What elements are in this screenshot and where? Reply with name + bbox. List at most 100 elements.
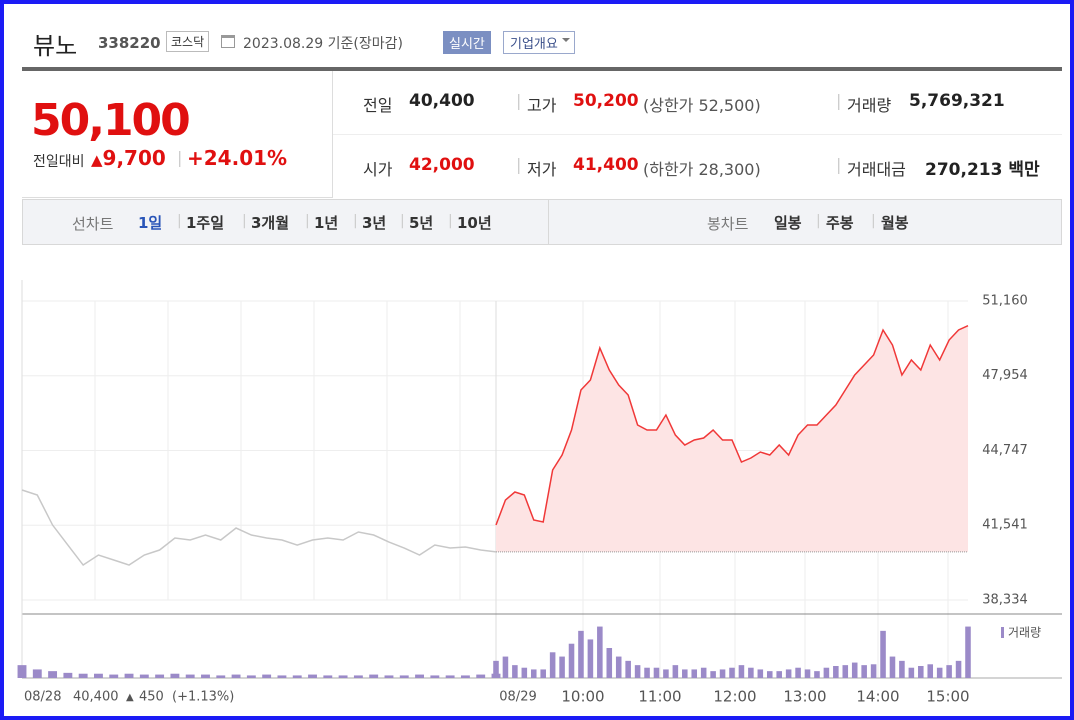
volume-bar [653,667,660,678]
prev-rate: (+1.13%) [172,690,234,705]
price-line [21,489,497,567]
volume-bar [502,656,509,678]
item-value: 41,400 [573,155,639,175]
volume-bar [955,660,962,678]
volume-bar [216,675,226,678]
volume-bar [32,669,42,678]
volume-bar [927,664,934,678]
item-label: 저가 [527,160,557,179]
company-dropdown[interactable]: 기업개요 [503,31,575,54]
calendar-icon [221,35,235,48]
item-value: 50,200 [573,91,639,111]
item-value: 270,213 백만 [925,160,1040,180]
volume-bar [814,671,820,678]
volume-bar [48,671,58,678]
y-tick-label: 41,541 [982,518,1028,533]
tab[interactable]: 1일 [138,214,163,232]
tab[interactable]: 10년 [457,214,492,232]
volume-bar [833,666,839,678]
volume-bar [965,626,971,678]
volume-bar [170,673,180,678]
tab[interactable]: 일봉 [774,214,802,232]
item-label: 전일 [363,96,393,115]
volume-bar [663,669,669,678]
volume-bar [124,673,134,678]
y-tick-label: 38,334 [982,593,1028,608]
divider: | [836,155,842,174]
y-tick-label: 47,954 [982,368,1028,383]
volume-bar [201,674,210,678]
tab[interactable]: 5년 [409,214,434,232]
stock-name: 뷰노 [33,32,78,60]
volume-bar [185,674,195,678]
item-label: 시가 [363,160,393,179]
volume-bar [155,674,165,678]
price-line [495,325,969,526]
divider: | [516,91,522,110]
volume-bar [430,675,440,678]
row-rule [333,134,1062,135]
volume-bar [682,669,688,678]
volume-bar [729,667,735,678]
volume-bar [476,674,486,678]
stock-code: 338220 [98,34,161,52]
volume-bar [460,675,470,678]
realtime-button[interactable]: 실시간 [443,31,491,54]
divider: | [836,91,842,110]
tab[interactable]: 주봉 [826,214,854,232]
header-rule [22,67,1062,71]
price: 50,100 [31,95,191,146]
item-label: 거래량 [847,96,892,115]
tab[interactable]: 3개월 [251,214,290,232]
tab-divider [548,199,549,245]
divider: | [242,213,247,229]
caret [561,38,570,46]
volume-bar [323,675,333,678]
change-label: 전일대비 [33,154,85,170]
volume-bar [625,660,631,678]
volume-bar [672,665,679,678]
volume-bar [691,669,698,678]
volume-bar [262,674,272,678]
tab[interactable]: 1주일 [186,214,225,232]
volume-bar [870,664,877,678]
divider: | [400,213,405,229]
tab-group-label: 선차트 [72,215,114,233]
item-value: 42,000 [409,155,475,175]
price-panel [22,71,333,198]
volume-bar [823,667,830,678]
volume-bar [842,665,849,678]
volume-bar [530,669,537,678]
volume-bar [549,652,556,678]
volume-bar [644,667,650,678]
tab[interactable]: 1년 [314,214,339,232]
change: ▲9,700 [91,146,166,170]
market-badge: 코스닥 [166,31,210,52]
volume-bar [757,669,764,678]
tab[interactable]: 월봉 [881,214,909,232]
volume-bar [738,665,745,678]
volume-bar [946,665,952,678]
volume-bar [369,674,379,678]
up-arrow: ▲ [91,151,103,169]
x-tick-label: 11:00 [638,688,681,706]
price-area [496,325,968,552]
item-label: 고가 [527,96,557,115]
item-note: (상한가 52,500) [643,96,761,115]
prev-arrow: ▲ [126,692,134,703]
volume-bar [384,675,394,678]
volume-bar [634,665,641,678]
dropdown-label: 기업개요 [510,37,558,52]
volume-bar [615,656,622,678]
volume-bar [899,660,905,678]
date: 2023.08.29 기준(장마감) [243,36,403,52]
volume-bar [540,669,546,678]
volume-bar [415,674,424,678]
volume-bar [889,656,896,678]
volume-bar [568,643,575,678]
volume-bar [292,675,302,678]
volume-bar [776,671,782,678]
tab[interactable]: 3년 [362,214,387,232]
